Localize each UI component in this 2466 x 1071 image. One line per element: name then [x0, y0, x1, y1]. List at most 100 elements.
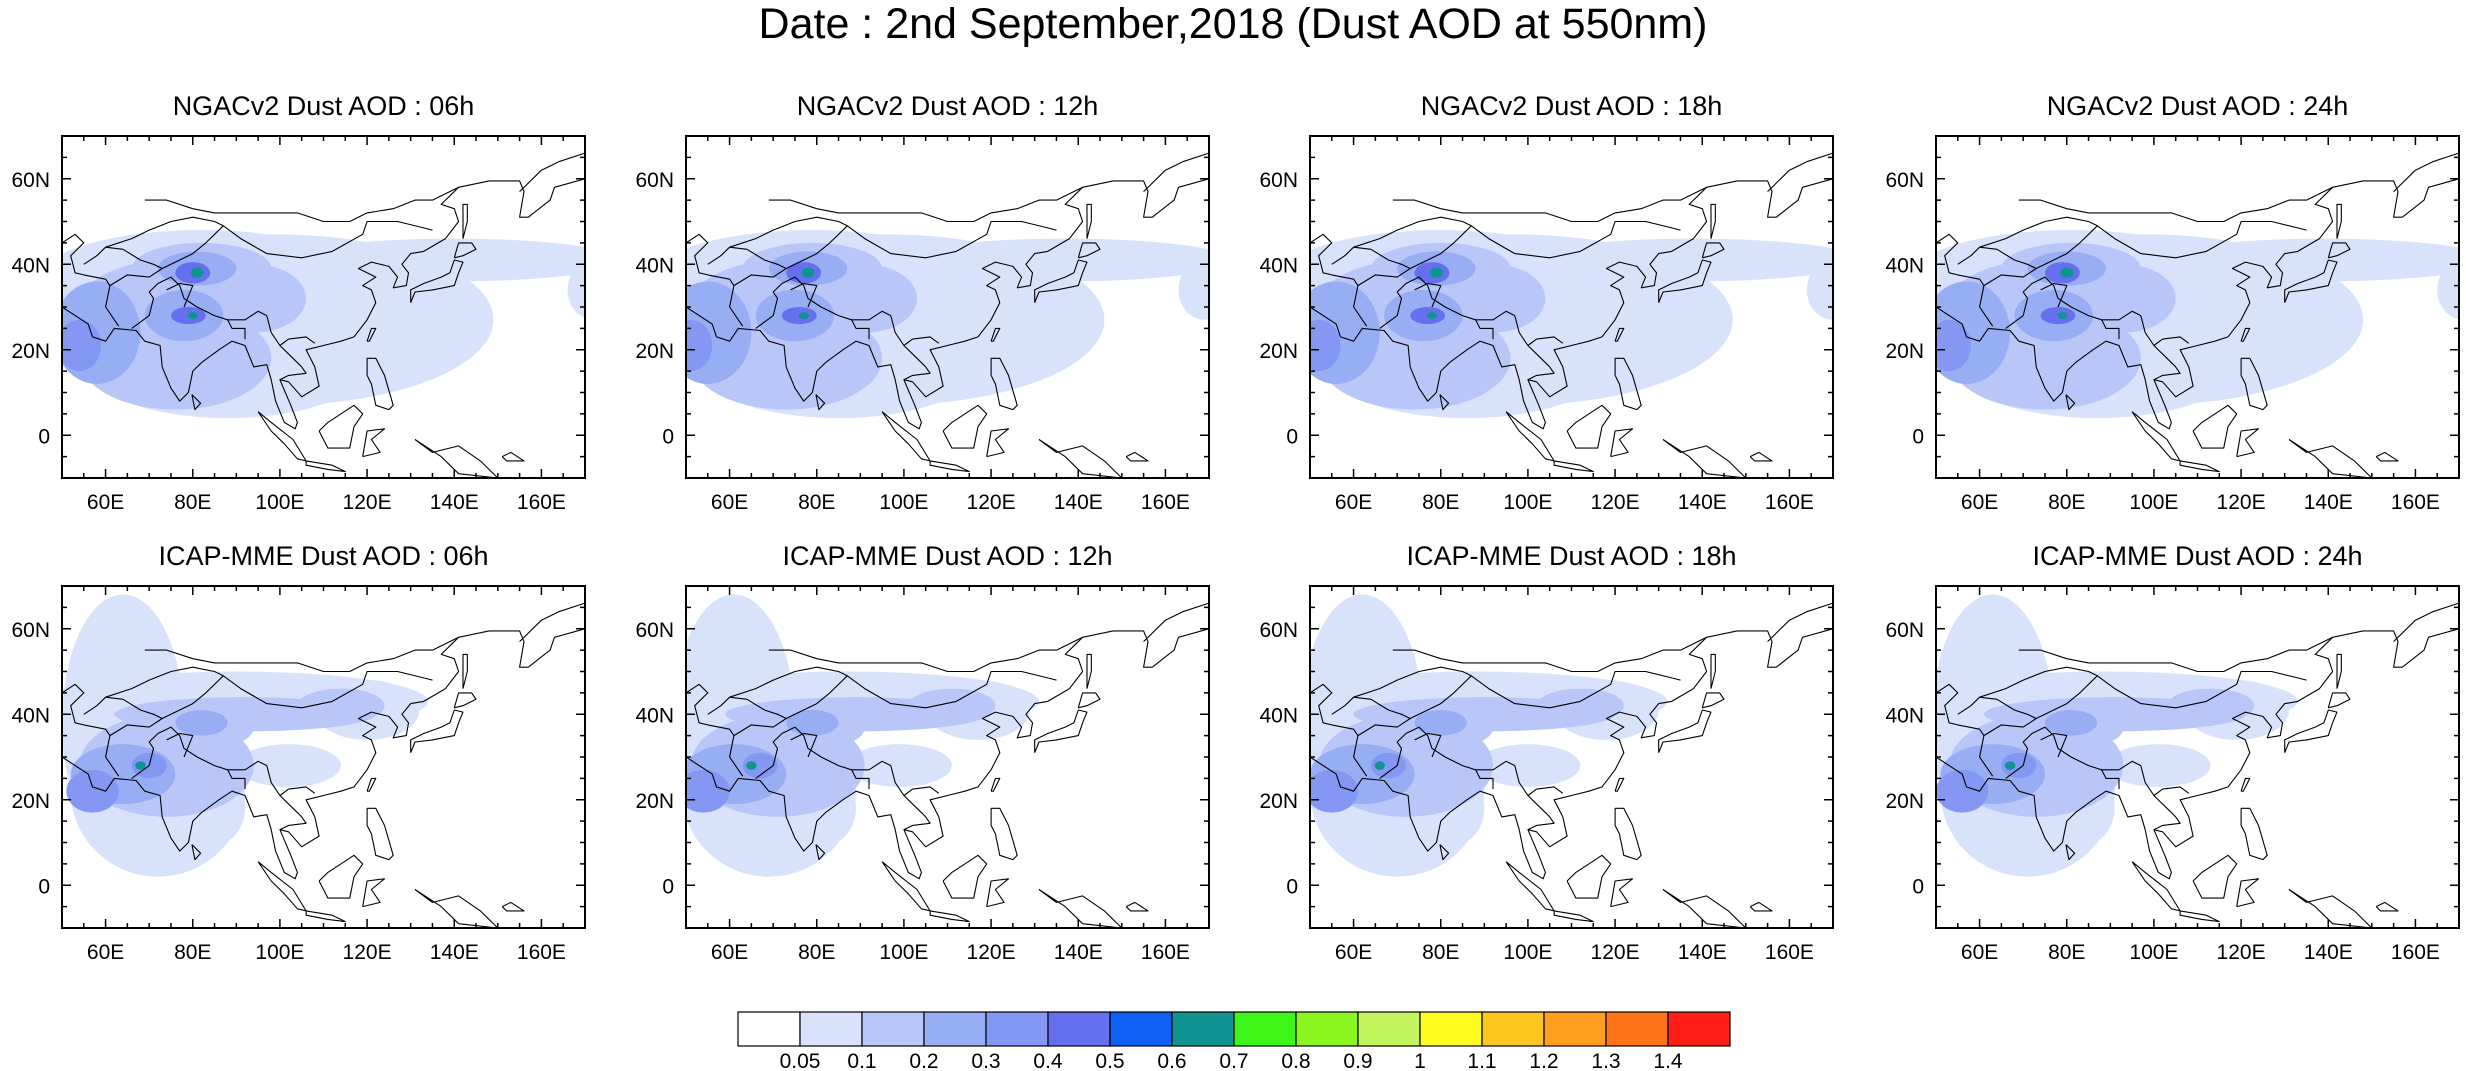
panel-title: ICAP-MME Dust AOD : 24h	[2032, 541, 2363, 571]
lon-tick-label: 160E	[1141, 941, 1190, 964]
coastline	[305, 460, 346, 473]
map-plot: 60E 80E 100E 120E 140E 160E 60N 40N 20N 0	[1259, 585, 1834, 964]
colorbar-swatch	[1419, 1011, 1483, 1047]
coastline	[1475, 769, 1494, 790]
colorbar-label: 0.4	[1033, 1050, 1063, 1070]
map-plot: 60E 80E 100E 120E 140E 160E 60N 40N 20N 0	[1885, 585, 2460, 964]
aod-shaded-area	[1440, 264, 1546, 333]
coastline	[929, 910, 970, 923]
coastline	[729, 216, 848, 248]
coastlines	[1936, 136, 2459, 478]
aod-shaded-area	[190, 267, 204, 278]
coastline	[62, 136, 585, 430]
coastline	[707, 696, 787, 719]
coastline	[2153, 795, 2181, 831]
map-panel: NGACv2 Dust AOD : 12h 60E 80E 100E 120E 140E 1…	[624, 83, 1210, 573]
aod-shaded-area	[1374, 761, 1385, 770]
aod-shaded-area	[686, 319, 713, 372]
coastline	[2240, 327, 2251, 342]
coastline	[83, 246, 163, 269]
coastline	[1310, 586, 1833, 880]
colorbar-swatch	[923, 1011, 987, 1047]
dust-aod-field	[1936, 136, 2459, 478]
lon-tick-label: 100E	[1503, 491, 1552, 514]
coastline	[990, 807, 1018, 861]
coastline	[1610, 428, 1634, 458]
coastline	[990, 777, 1001, 792]
lon-tick-label: 80E	[174, 491, 211, 514]
colorbar-label: 1	[1414, 1050, 1426, 1070]
aod-shaded-area	[2060, 267, 2074, 278]
coastline	[990, 357, 1018, 411]
coastline	[1514, 765, 1564, 797]
coastline	[2236, 878, 2260, 908]
lat-tick-label: 40N	[635, 704, 674, 727]
colorbar-label: 1.4	[1653, 1050, 1683, 1070]
coastline	[318, 854, 364, 899]
coastline	[1143, 152, 1209, 192]
lon-tick-label: 80E	[2048, 941, 2085, 964]
coastline	[1077, 692, 1101, 709]
coastline	[1414, 282, 1442, 308]
aod-shaded-area	[2057, 312, 2068, 319]
lat-tick-label: 0	[662, 425, 674, 448]
coastline	[453, 692, 477, 709]
lat-tick-label: 20N	[1259, 340, 1298, 363]
coastline	[729, 666, 848, 698]
coastline	[1614, 327, 1625, 342]
lat-tick-label: 40N	[1259, 704, 1298, 727]
aod-shaded-area	[746, 761, 757, 770]
lat-tick-label: 60N	[1259, 619, 1298, 642]
coastline	[942, 404, 988, 449]
coastline	[2065, 844, 2076, 861]
coastline	[105, 666, 224, 698]
lon-tick-label: 160E	[1765, 491, 1814, 514]
coastline	[881, 411, 931, 462]
coastline	[1936, 586, 2459, 880]
dust-aod-field	[686, 586, 1209, 928]
lon-tick-label: 80E	[798, 491, 835, 514]
lon-tick-label: 60E	[711, 941, 748, 964]
aod-shaded-area	[2105, 744, 2211, 787]
coastline	[1310, 233, 1368, 327]
colorbar-label: 0.1	[847, 1050, 876, 1070]
coastline	[2375, 901, 2399, 912]
coastline	[257, 411, 307, 462]
coastline	[1936, 233, 1994, 327]
lon-tick-label: 60E	[1961, 941, 1998, 964]
map-panel: NGACv2 Dust AOD : 18h 60E 80E 100E 120E 140E 1…	[1248, 83, 1834, 573]
lat-tick-label: 20N	[635, 790, 674, 813]
coastline	[191, 844, 202, 861]
lon-tick-label: 80E	[1422, 941, 1459, 964]
coastline	[519, 152, 585, 192]
coastline	[1527, 345, 1555, 381]
colorbar-swatch	[1047, 1011, 1111, 1047]
coastline	[1936, 683, 1994, 777]
coastline	[1614, 357, 1642, 411]
lon-tick-label: 160E	[2391, 491, 2440, 514]
coastline	[131, 276, 268, 329]
lon-tick-label: 120E	[343, 491, 392, 514]
coastline	[166, 282, 194, 308]
lat-tick-label: 20N	[11, 790, 50, 813]
aod-shaded-area	[1310, 319, 1341, 372]
coastline	[1701, 692, 1725, 709]
coastline	[755, 726, 892, 779]
coastline	[2240, 807, 2268, 861]
aod-shaded-area	[686, 769, 730, 813]
lon-tick-label: 140E	[1054, 941, 1103, 964]
aod-shaded-area	[297, 688, 385, 723]
coastline	[62, 586, 585, 880]
coastline	[2179, 460, 2220, 473]
map-panel: ICAP-MME Dust AOD : 24h 60E 80E 100E 120E 140…	[1874, 533, 2460, 1023]
colorbar-swatch	[861, 1011, 925, 1047]
coastline	[1439, 394, 1450, 411]
lon-tick-label: 60E	[1335, 941, 1372, 964]
coastline	[986, 878, 1010, 908]
lon-tick-label: 100E	[1503, 941, 1552, 964]
coastline	[305, 910, 346, 923]
coastline	[2240, 777, 2251, 792]
coastline	[733, 670, 1057, 737]
coastline	[851, 319, 870, 340]
coastline	[2131, 411, 2181, 462]
